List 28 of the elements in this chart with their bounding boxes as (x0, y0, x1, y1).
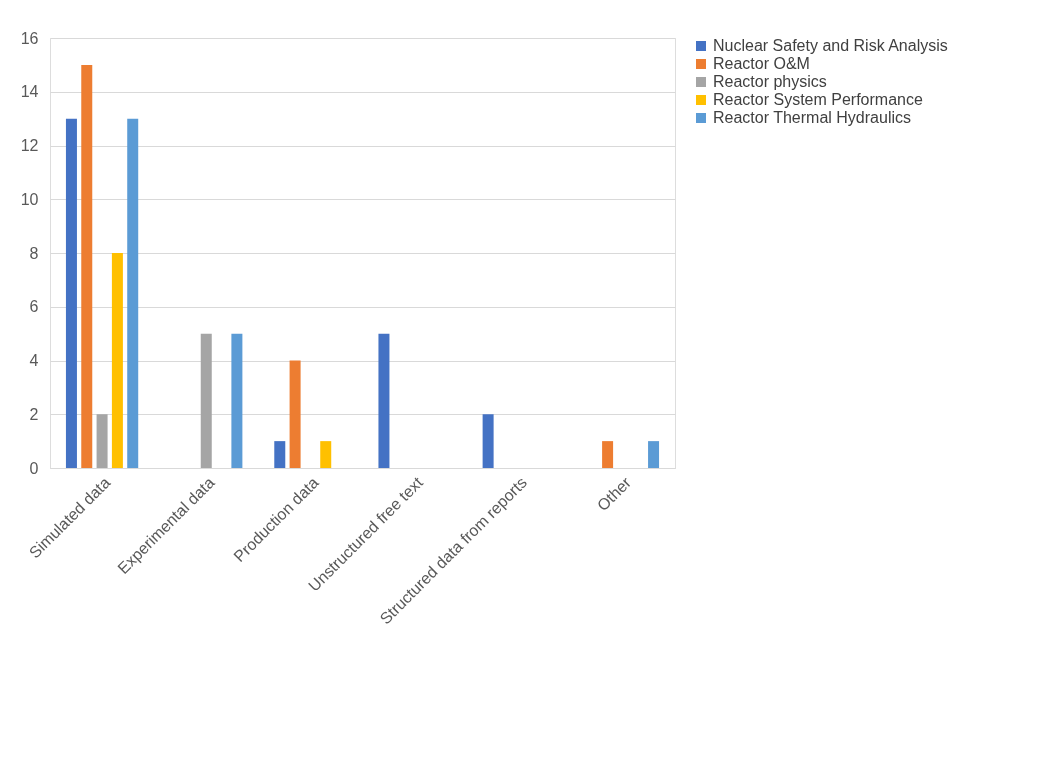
y-tick-label: 2 (29, 405, 39, 423)
bar (81, 64, 93, 468)
bar (482, 414, 494, 468)
bar (648, 441, 660, 468)
y-tick-label: 6 (29, 298, 39, 316)
y-tick-label: 16 (20, 29, 39, 47)
bar (231, 333, 243, 468)
bar (96, 414, 108, 468)
legend-label: Reactor physics (713, 73, 827, 90)
bar (274, 441, 286, 468)
legend-label: Reactor O&M (713, 55, 810, 72)
bar (200, 333, 212, 468)
legend-label: Reactor Thermal Hydraulics (713, 109, 911, 126)
y-tick-label: 10 (20, 190, 39, 208)
y-tick-label: 12 (20, 137, 39, 154)
bar (378, 333, 390, 468)
y-tick-label: 4 (29, 352, 39, 369)
bar (289, 360, 301, 468)
bar (65, 118, 77, 468)
legend-label: Reactor System Performance (713, 91, 923, 108)
legend-label: Nuclear Safety and Risk Analysis (713, 37, 948, 54)
y-tick-label: 14 (20, 83, 39, 101)
bar (111, 253, 123, 468)
bar (127, 118, 139, 468)
bar (320, 441, 332, 468)
y-tick-label: 0 (29, 459, 39, 477)
bar (602, 441, 614, 468)
y-tick-label: 8 (29, 244, 39, 262)
